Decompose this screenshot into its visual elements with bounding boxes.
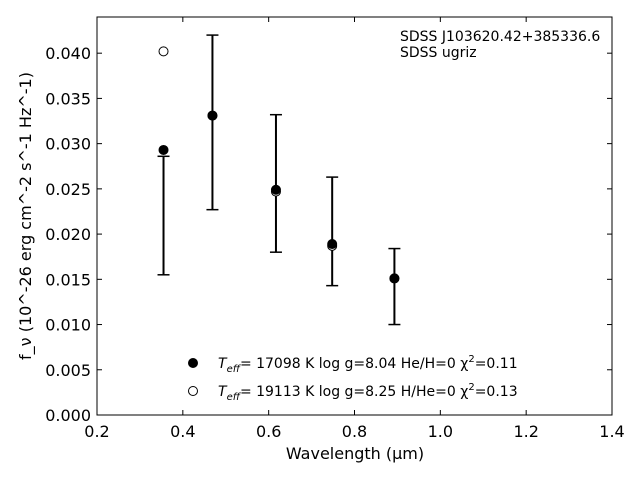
legend-marker-filled	[188, 358, 198, 368]
filter-annotation: SDSS ugriz	[400, 45, 477, 61]
y-tick-label: 0.035	[45, 89, 91, 108]
data-point-filled	[389, 273, 400, 284]
data-points	[158, 46, 400, 284]
legend-entry-open: Teff= 19113 K log g=8.25 H/He=0 χ2=0.13	[218, 382, 518, 403]
error-bar	[269, 113, 282, 253]
data-point-filled	[207, 110, 218, 121]
error-bars	[157, 34, 401, 326]
y-tick-label: 0.030	[45, 135, 91, 154]
y-axis-title: f_ν (10^-26 erg cm^-2 s^-1 Hz^-1)	[16, 72, 36, 360]
error-bar	[326, 176, 339, 287]
y-tick-label: 0.025	[45, 180, 91, 199]
y-tick-label: 0.020	[45, 225, 91, 244]
data-point-filled	[270, 184, 281, 195]
y-tick-label: 0.005	[45, 361, 91, 380]
data-point-filled	[327, 239, 338, 250]
x-tick-label: 0.4	[170, 422, 195, 441]
x-axis-title: Wavelength (μm)	[286, 444, 424, 463]
data-point-open	[158, 46, 169, 57]
legend-marker-open	[188, 386, 198, 396]
error-bar	[388, 247, 401, 326]
y-tick-label: 0.000	[45, 406, 91, 425]
error-bar	[206, 34, 219, 211]
y-tick-label: 0.015	[45, 270, 91, 289]
x-tick-label: 0.6	[256, 422, 281, 441]
x-tick-label: 0.2	[84, 422, 109, 441]
axis-ticks: 0.2 0.4 0.6 0.8 1.0 1.2 1.4 0.000 0.005 0.010 0.01…	[45, 17, 625, 441]
x-tick-label: 0.8	[342, 422, 367, 441]
y-tick-label: 0.040	[45, 44, 91, 63]
legend: Teff= 17098 K log g=8.04 He/H=0 χ2=0.11 …	[188, 354, 518, 403]
x-tick-label: 1.0	[428, 422, 453, 441]
x-tick-label: 1.2	[513, 422, 538, 441]
object-name-annotation: SDSS J103620.42+385336.6	[400, 29, 600, 45]
x-tick-label: 1.4	[599, 422, 624, 441]
legend-entry-filled: Teff= 17098 K log g=8.04 He/H=0 χ2=0.11	[218, 354, 518, 375]
error-bar	[157, 155, 170, 276]
data-point-filled	[158, 144, 169, 155]
y-tick-label: 0.010	[45, 316, 91, 335]
